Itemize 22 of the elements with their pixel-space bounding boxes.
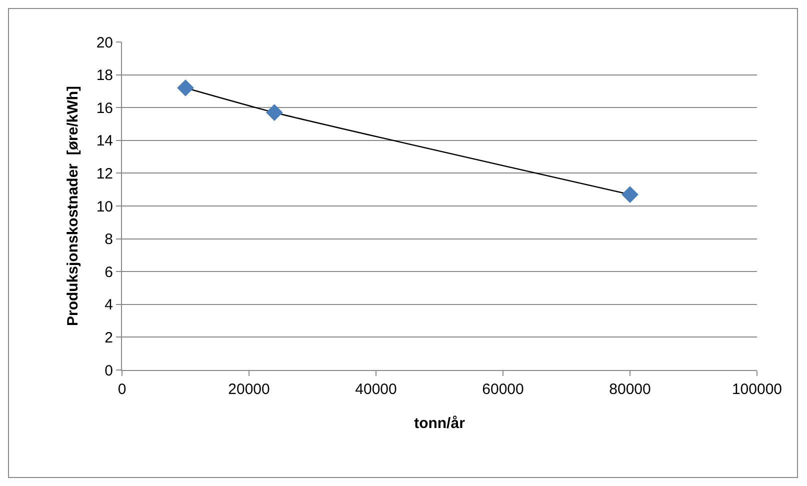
y-tick-label: 20 [96, 34, 113, 52]
y-tick-label: 8 [104, 231, 113, 248]
x-tick-label: 100000 [732, 381, 782, 398]
x-axis-title: tonn/år [414, 415, 466, 432]
x-tick-label: 20000 [228, 381, 270, 398]
point [266, 104, 283, 121]
y-tick-label: 12 [96, 165, 113, 182]
x-tick-label: 80000 [609, 381, 651, 398]
y-tick-label: 18 [96, 67, 113, 84]
y-tick-label: 16 [96, 100, 113, 117]
y-tick-label: 6 [104, 264, 113, 281]
x-tick-label: 40000 [355, 381, 397, 398]
y-tick-label: 14 [96, 132, 113, 150]
y-tick-label: 10 [96, 198, 113, 216]
point [622, 186, 638, 203]
x-tick-label: 60000 [482, 381, 524, 398]
y-tick-label: 4 [104, 296, 113, 314]
y-tick-label: 2 [104, 329, 113, 346]
y-axis-title: Produksjonskostnader [øre/kWh] [64, 86, 82, 326]
x-tick-label: 0 [118, 381, 126, 398]
y-tick-label: 0 [104, 362, 113, 380]
point [177, 79, 194, 96]
